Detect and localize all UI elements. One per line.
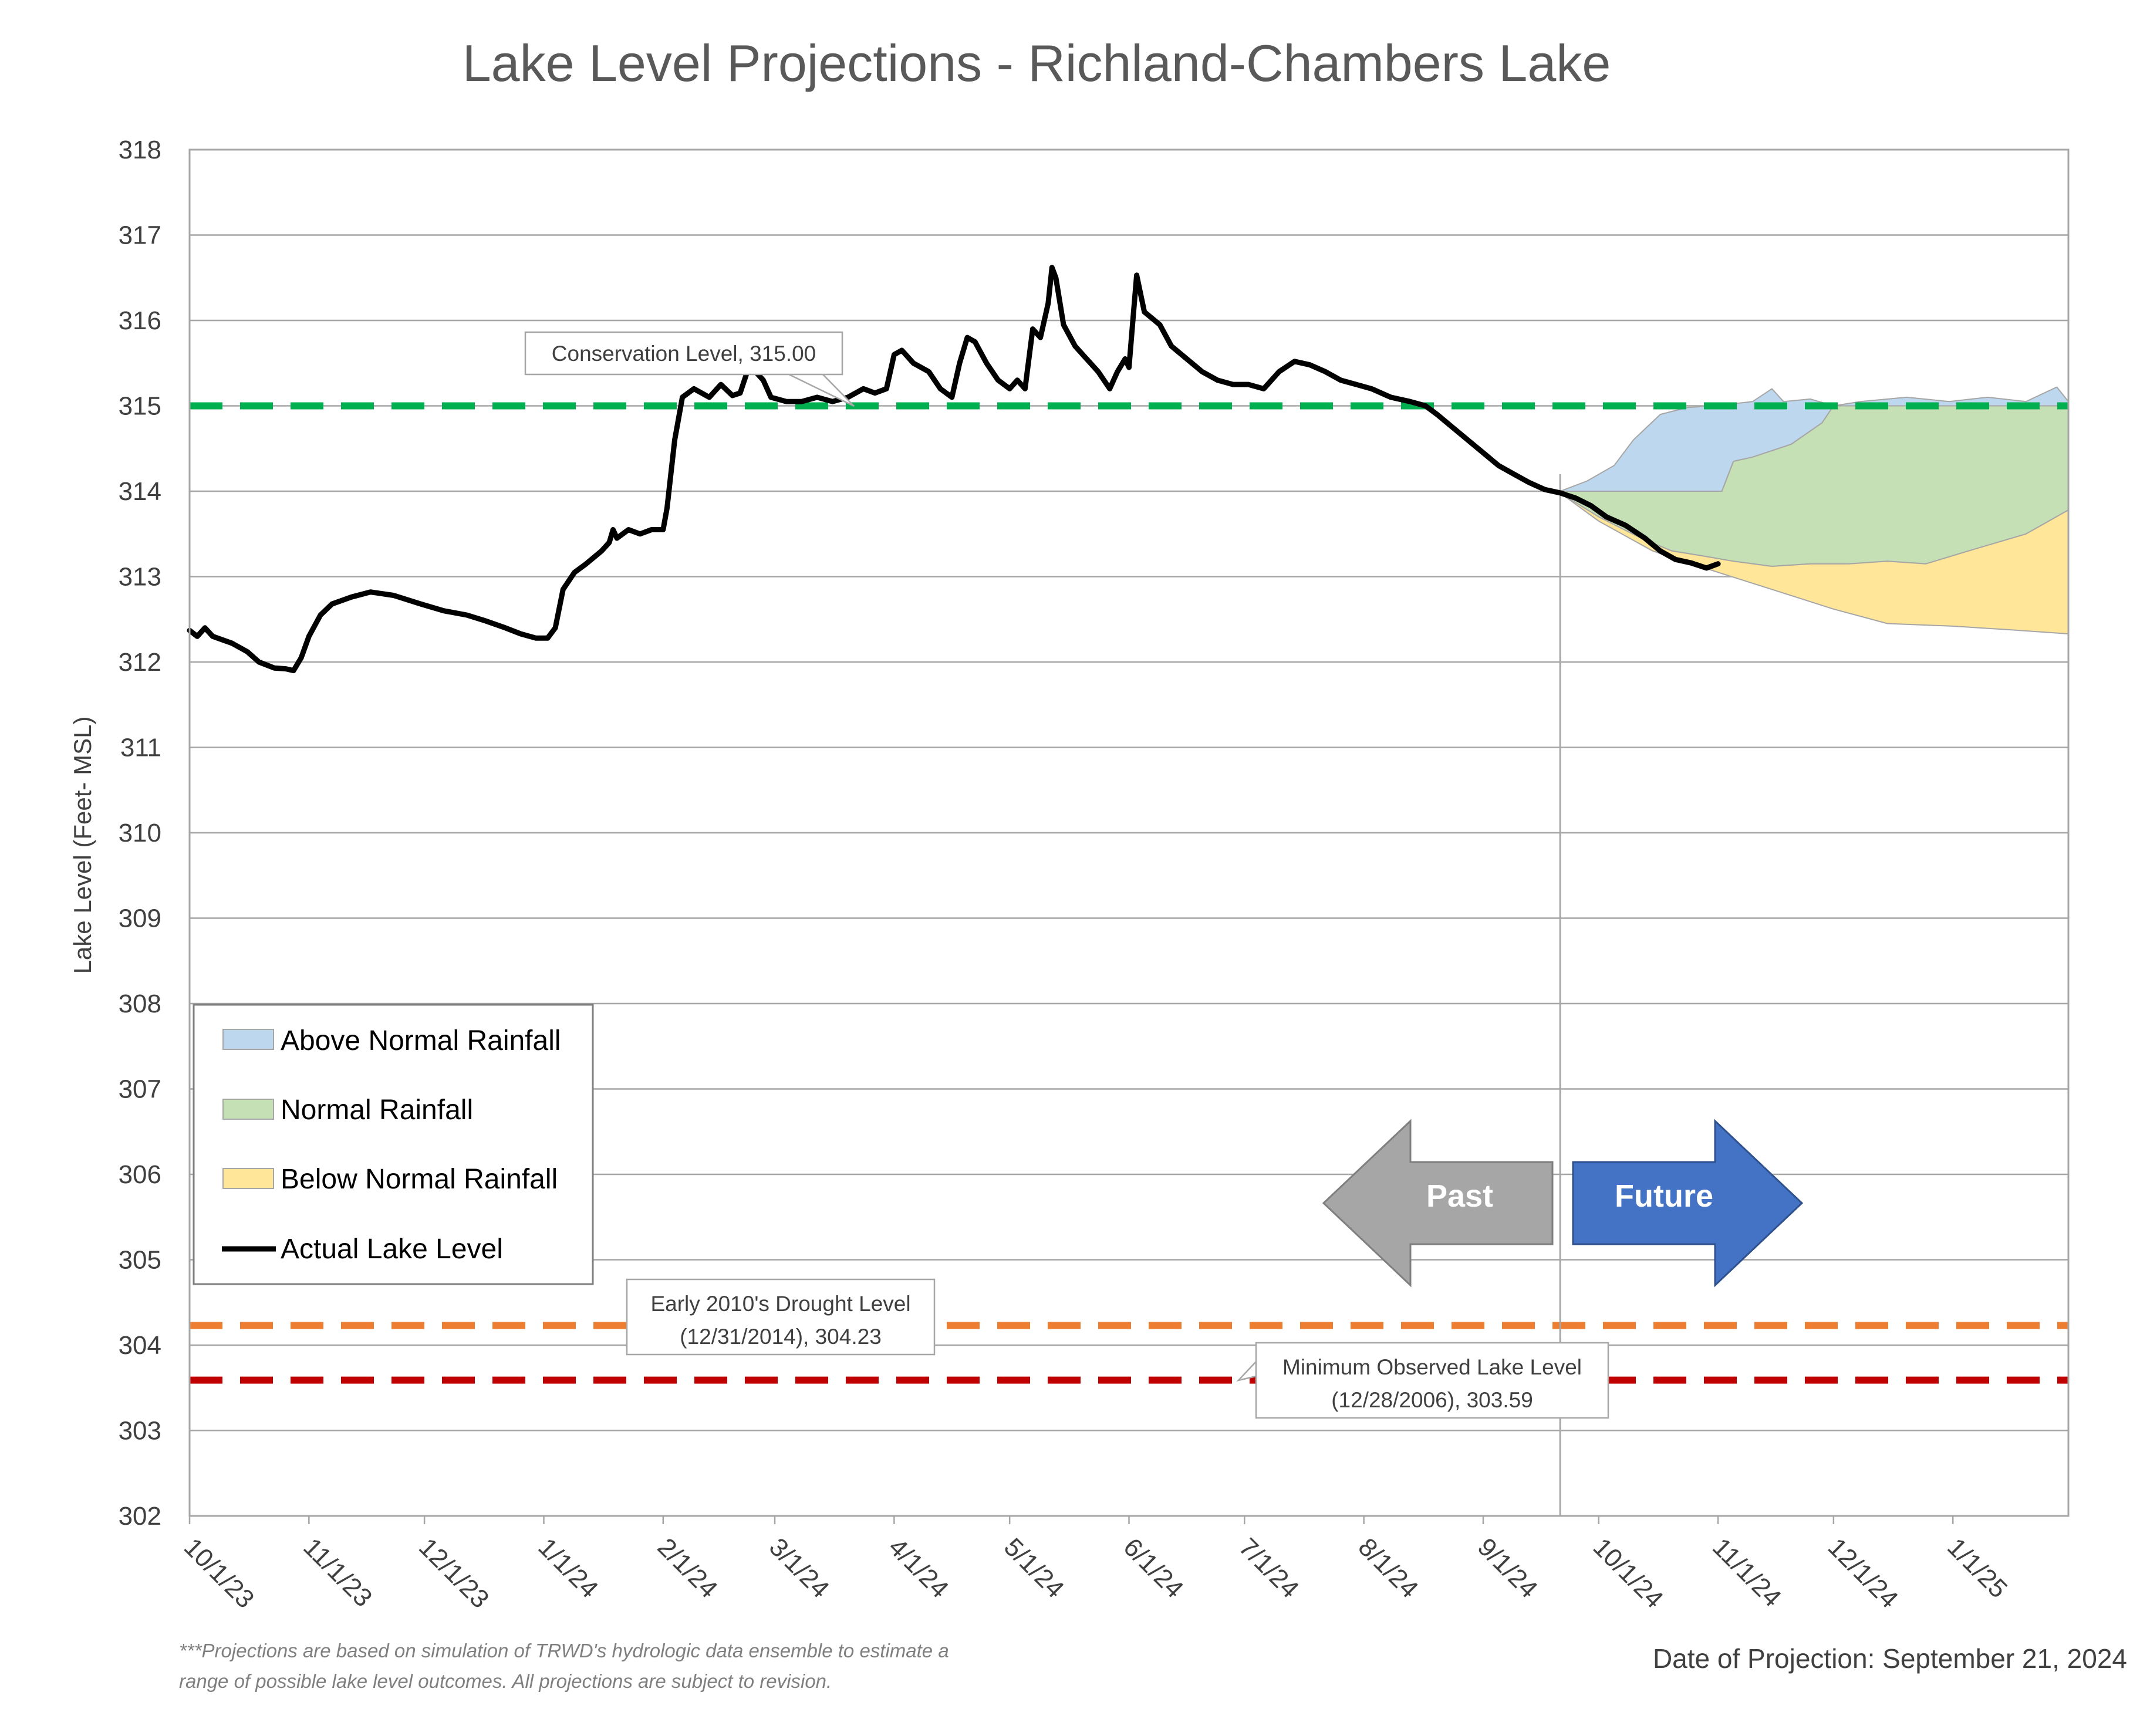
area-below-normal-rainfall (1560, 492, 2069, 634)
chart-title: Lake Level Projections - Richland-Chambe… (463, 34, 1611, 92)
y-tick-label: 309 (119, 904, 161, 933)
projection-areas (1560, 386, 2069, 634)
y-tick-label: 305 (119, 1246, 161, 1275)
past-arrow: Past (1322, 1119, 1554, 1288)
y-axis-label: Lake Level (Feet- MSL) (69, 717, 96, 974)
future-arrow: Future (1572, 1119, 1804, 1288)
past-arrow-label: Past (1426, 1178, 1493, 1214)
y-tick-label: 313 (119, 563, 161, 592)
drought-level-annotation: Early 2010's Drought Level (12/31/2014),… (626, 1278, 936, 1356)
future-arrow-shape (1572, 1119, 1804, 1288)
legend-swatch-normal (222, 1099, 274, 1120)
actual-lake-level-series (187, 265, 1721, 674)
future-arrow-label: Future (1615, 1178, 1713, 1214)
legend-box (193, 1004, 594, 1285)
y-tick-label: 314 (119, 477, 161, 506)
minimum-callout-box (1255, 1342, 1609, 1419)
legend-swatch-above-normal (222, 1029, 274, 1050)
y-tick-label: 310 (119, 819, 161, 847)
legend-label-actual-level: Actual Lake Level (281, 1234, 503, 1265)
y-tick-label: 316 (119, 306, 161, 335)
minimum-level-annotation: Minimum Observed Lake Level (12/28/2006)… (1236, 1342, 1609, 1419)
y-tick-label: 304 (119, 1331, 161, 1360)
y-tick-label: 315 (119, 392, 161, 421)
y-axis-ticks: 302 303 304 305 306 307 308 309 310 311 312 313 314 3… (119, 136, 161, 1531)
past-arrow-shape (1322, 1119, 1554, 1288)
y-tick-label: 312 (119, 648, 161, 677)
projection-date-note: Date of Projection: September 21, 2024 (1653, 1643, 2127, 1674)
minimum-level-label-line1: Minimum Observed Lake Level (1282, 1355, 1582, 1379)
y-tick-label: 303 (119, 1417, 161, 1445)
legend-label-above-normal: Above Normal Rainfall (281, 1025, 561, 1056)
y-tick-label: 317 (119, 221, 161, 250)
footnote-line-2: range of possible lake level outcomes. A… (179, 1670, 832, 1692)
y-tick-label: 302 (119, 1502, 161, 1531)
drought-callout-box (626, 1278, 936, 1356)
actual-lake-level-line (187, 265, 1721, 674)
reference-lines (190, 402, 2068, 1384)
drought-level-label-line2: (12/31/2014), 304.23 (680, 1325, 882, 1349)
legend-swatch-below-normal (222, 1168, 274, 1189)
conservation-level-annotation: Conservation Level, 315.00 (524, 331, 855, 407)
minimum-level-label-line2: (12/28/2006), 303.59 (1331, 1388, 1533, 1412)
y-tick-label: 306 (119, 1160, 161, 1189)
footnote-line-1: ***Projections are based on simulation o… (179, 1640, 949, 1661)
legend-label-normal: Normal Rainfall (281, 1095, 473, 1126)
conservation-level-label: Conservation Level, 315.00 (552, 342, 816, 366)
y-tick-label: 307 (119, 1075, 161, 1104)
conservation-callout-box (524, 331, 843, 376)
y-tick-label: 308 (119, 989, 161, 1018)
y-tick-label: 318 (119, 136, 161, 164)
y-tick-label: 311 (120, 734, 161, 762)
legend-label-below-normal: Below Normal Rainfall (281, 1164, 558, 1195)
drought-level-label-line1: Early 2010's Drought Level (650, 1292, 910, 1316)
legend: Above Normal Rainfall Normal Rainfall Be… (193, 1004, 594, 1285)
